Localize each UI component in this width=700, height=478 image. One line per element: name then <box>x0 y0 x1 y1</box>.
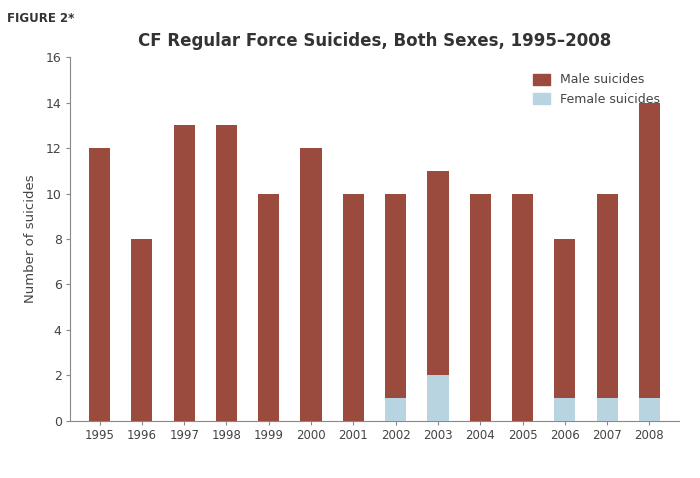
Title: CF Regular Force Suicides, Both Sexes, 1995–2008: CF Regular Force Suicides, Both Sexes, 1… <box>138 32 611 50</box>
Legend: Male suicides, Female suicides: Male suicides, Female suicides <box>526 67 666 112</box>
Bar <box>343 194 364 421</box>
Bar <box>428 171 449 375</box>
Bar <box>639 103 660 398</box>
Bar <box>554 239 575 398</box>
Y-axis label: Number of suicides: Number of suicides <box>25 174 38 304</box>
Bar <box>639 398 660 421</box>
Bar <box>258 194 279 421</box>
Bar <box>554 398 575 421</box>
Bar <box>216 126 237 421</box>
Text: FIGURE 2*: FIGURE 2* <box>7 12 74 25</box>
Bar <box>512 194 533 421</box>
Bar <box>89 148 110 421</box>
Bar <box>300 148 321 421</box>
Bar <box>428 375 449 421</box>
Bar <box>385 398 406 421</box>
Bar <box>596 194 617 398</box>
Bar <box>174 126 195 421</box>
Bar <box>132 239 153 421</box>
Bar <box>596 398 617 421</box>
Bar <box>470 194 491 421</box>
Bar <box>385 194 406 398</box>
